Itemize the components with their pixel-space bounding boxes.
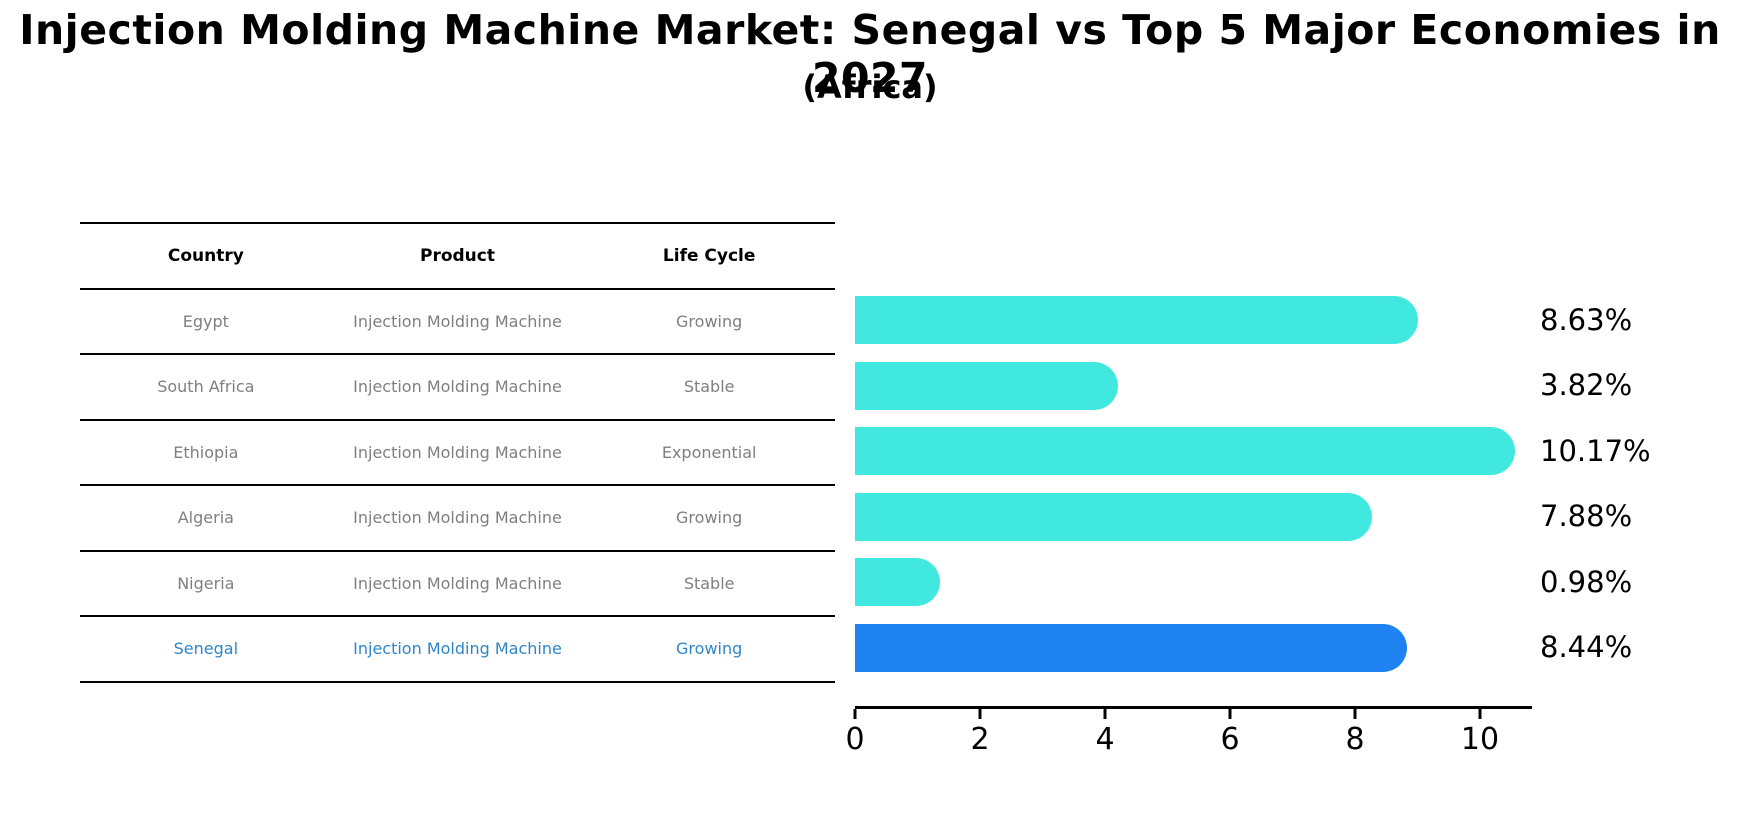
table-body: Egypt Injection Molding Machine Growing Sou… [80,287,835,681]
bar-chart: 8.63% 3.82% 10.17% 7.88% 0.98% 8.44% 0 2 4 6 8 10 [845,222,1740,823]
bars-area: 8.63% 3.82% 10.17% 7.88% 0.98% 8.44% [855,288,1740,681]
chart-title: Injection Molding Machine Market: Senega… [19,6,1721,102]
bar-value-label-ethiopia: 10.17% [1540,433,1651,468]
table-header-country: Country [167,245,244,266]
x-axis-tick-label: 10 [1460,722,1500,757]
bar-egypt [855,296,1419,345]
bar-value-label-egypt: 8.63% [1540,302,1633,337]
country-table: Country Product Life Cycle Egypt Injectio… [80,222,835,683]
bar-row-south-africa: 3.82% [855,353,1740,419]
table-cell-life-cycle: Stable [683,377,735,397]
table-cell-country: Nigeria [177,573,235,593]
table-row-south-africa: South Africa Injection Molding Machine Sta… [80,353,835,419]
table-cell-life-cycle: Growing [676,639,743,659]
x-axis-tick [1103,709,1107,719]
table-cell-product: Injection Molding Machine [353,508,562,528]
bar-value-label-nigeria: 0.98% [1540,564,1633,599]
table-cell-life-cycle: Growing [676,311,743,331]
table-cell-product: Injection Molding Machine [353,377,562,397]
table-cell-country: South Africa [157,377,255,397]
x-axis-tick [978,709,982,719]
bar-row-nigeria: 0.98% [855,550,1740,616]
table-row-nigeria: Nigeria Injection Molding Machine Stable [80,549,835,616]
bar-row-egypt: 8.63% [855,288,1740,354]
bar-ethiopia [855,427,1515,476]
bar-south-africa [855,361,1118,410]
bar-row-algeria: 7.88% [855,484,1740,550]
table-cell-country: Ethiopia [173,442,239,462]
x-axis-tick [1228,709,1232,719]
x-axis-tick-label: 0 [845,722,865,757]
table-row-senegal: Senegal Injection Molding Machine Growing [80,615,835,681]
table-cell-life-cycle: Stable [683,573,735,593]
table-cell-country: Senegal [173,639,239,659]
x-axis-tick-label: 8 [1345,722,1365,757]
table-cell-product: Injection Molding Machine [353,311,562,331]
table-header-row: Country Product Life Cycle [80,222,835,288]
table-row-egypt: Egypt Injection Molding Machine Growing [80,287,835,354]
table-cell-product: Injection Molding Machine [353,442,562,462]
table-cell-product: Injection Molding Machine [353,639,562,659]
table-header-product: Product [419,245,495,266]
bar-value-label-senegal: 8.44% [1540,630,1633,664]
x-axis-tick-label: 6 [1220,722,1240,757]
x-axis-tick-label: 4 [1095,722,1115,757]
x-axis-tick [1353,709,1357,719]
table-header-lifecycle: Life Cycle [662,245,756,266]
bar-value-label-south-africa: 3.82% [1540,368,1633,402]
bar-value-label-algeria: 7.88% [1540,499,1633,533]
table-row-ethiopia: Ethiopia Injection Molding Machine Exponen… [80,418,835,485]
chart-subtitle: (Africa) [802,68,938,106]
bar-row-senegal: 8.44% [855,615,1740,681]
table-cell-country: Algeria [177,508,234,528]
x-axis-tick [1478,709,1482,719]
bar-algeria [855,492,1372,541]
table-cell-country: Egypt [182,311,229,331]
x-axis-tick-label: 2 [970,722,990,757]
table-cell-product: Injection Molding Machine [353,573,562,593]
table-cell-life-cycle: Growing [676,508,743,528]
table-cell-life-cycle: Exponential [661,442,757,462]
bar-row-ethiopia: 10.17% [855,419,1740,485]
x-axis-tick [853,709,857,719]
x-axis-line [855,706,1532,709]
table-row-algeria: Algeria Injection Molding Machine Growing [80,484,835,550]
bar-senegal [855,623,1407,672]
bar-nigeria [855,558,941,607]
